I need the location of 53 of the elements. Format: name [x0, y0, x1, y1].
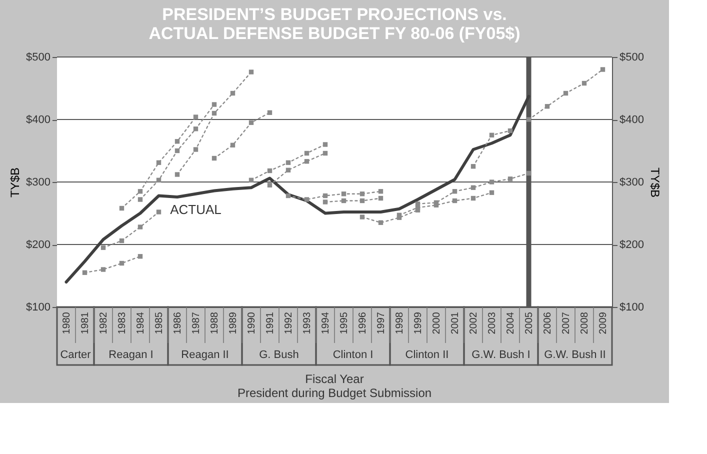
x-tick-label: 1981: [80, 312, 91, 334]
y2-tick-label: $100: [620, 302, 644, 314]
x-tick-label: 1992: [283, 312, 294, 334]
x-tick-label: 2004: [505, 312, 516, 334]
y2-axis-title: TY$B: [648, 167, 662, 198]
y2-tick-label: $300: [620, 176, 644, 188]
y-tick-label: $500: [26, 52, 50, 64]
series-label: ACTUAL: [170, 202, 222, 217]
x-tick-label: 1990: [246, 312, 258, 334]
y-tick-label: $400: [26, 114, 50, 126]
x-tick-label: 2003: [486, 312, 498, 334]
band-label: G.W. Bush I: [472, 349, 530, 361]
x-tick-label: 2006: [542, 312, 554, 334]
x-tick-label: 1989: [228, 312, 239, 334]
x-tick-label: 1986: [172, 312, 184, 334]
x-tick-label: 2007: [560, 312, 572, 334]
x-tick-label: 2002: [468, 312, 480, 334]
x-axis-title: Fiscal Year President during Budget Submission: [237, 372, 432, 400]
x-tick-label: 2000: [431, 312, 442, 334]
x-tick-label: 2008: [579, 312, 590, 334]
y-tick-label: $200: [26, 239, 50, 251]
x-tick-label: 1983: [116, 312, 128, 334]
x-tick-label: 1982: [98, 312, 110, 334]
x-tick-label: 1991: [264, 312, 276, 334]
x-tick-label: 2009: [598, 312, 609, 334]
x-tick-label: 1993: [302, 312, 313, 334]
y-tick-label: $300: [26, 176, 50, 188]
y2-tick-label: $500: [620, 52, 644, 64]
y-axis-title: TY$B: [8, 167, 22, 198]
x-tick-label: 1984: [135, 312, 146, 334]
x-tick-label: 1996: [357, 312, 368, 334]
band-label: Reagan I: [108, 349, 154, 361]
chart-title: PRESIDENT’S BUDGET PROJECTIONS vs. ACTUAL DEFENSE BUDGET FY 80-06 (FY05$): [148, 5, 520, 43]
x-tick-label: 1998: [394, 312, 406, 334]
x-tick-label: 2005: [524, 312, 535, 334]
x-tick-label: 1987: [190, 312, 202, 334]
y-tick-label: $100: [26, 302, 50, 314]
x-tick-label: 1988: [209, 312, 220, 334]
band-label: Carter: [60, 349, 92, 361]
x-tick-label: 1997: [376, 312, 387, 334]
x-tick-label: 1985: [154, 312, 165, 334]
x-tick-label: 1999: [412, 312, 424, 334]
band-label: Clinton I: [332, 349, 374, 361]
x-tick-label: 1995: [338, 312, 350, 334]
y2-tick-label: $400: [620, 114, 644, 126]
band-label: Reagan II: [181, 349, 229, 361]
x-tick-label: 2001: [450, 312, 461, 334]
x-tick-label: 1980: [61, 312, 72, 334]
band-label: G. Bush: [259, 349, 299, 361]
band-label: Clinton II: [405, 349, 449, 361]
y2-tick-label: $200: [620, 239, 644, 251]
x-tick-label: 1994: [320, 312, 332, 334]
band-label: G.W. Bush II: [544, 349, 606, 361]
